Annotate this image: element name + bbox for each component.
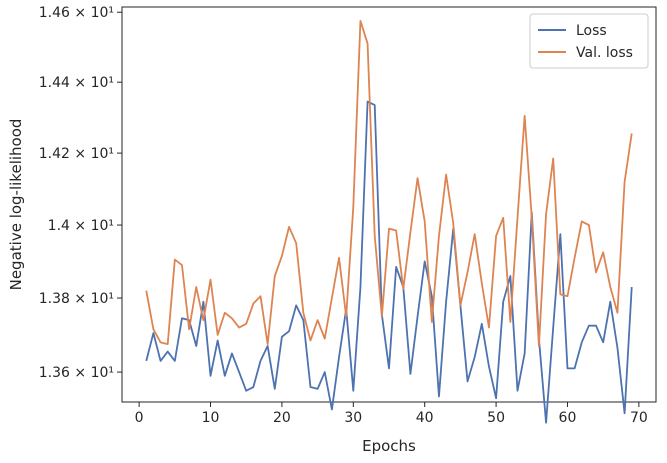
x-tick-label: 50 <box>487 410 505 426</box>
y-tick-label: 1.4 × 10¹ <box>48 218 114 234</box>
series-layer <box>145 19 633 424</box>
x-tick-label: 0 <box>135 410 144 426</box>
plot-border <box>121 6 657 403</box>
x-tick-label: 60 <box>559 410 577 426</box>
y-axis: 1.36 × 10¹ 1.38 × 10¹ 1.4 × 10¹ 1.42 × 10¹ 1… <box>39 5 122 381</box>
y-tick-label: 1.46 × 10¹ <box>39 5 114 21</box>
x-axis-label: Epochs <box>362 437 416 455</box>
series-line-val-loss <box>145 19 633 347</box>
x-tick-label: 30 <box>344 410 362 426</box>
x-tick-label: 40 <box>416 410 434 426</box>
y-tick-label: 1.42 × 10¹ <box>39 146 114 162</box>
y-tick-label: 1.36 × 10¹ <box>39 365 114 381</box>
legend-box <box>529 13 649 69</box>
x-axis: 0 10 20 30 40 50 60 70 <box>135 402 648 426</box>
legend: Loss Val. loss <box>529 13 649 69</box>
legend-label-loss: Loss <box>576 23 607 39</box>
y-tick-label: 1.44 × 10¹ <box>39 75 114 91</box>
series-line-loss <box>145 100 633 424</box>
x-tick-label: 70 <box>630 410 648 426</box>
legend-label-val-loss: Val. loss <box>576 45 633 61</box>
y-axis-label: Negative log-likelihood <box>7 119 25 291</box>
plot-frame <box>121 6 657 403</box>
x-tick-label: 10 <box>202 410 220 426</box>
x-tick-label: 20 <box>273 410 291 426</box>
y-tick-label: 1.38 × 10¹ <box>39 291 114 307</box>
